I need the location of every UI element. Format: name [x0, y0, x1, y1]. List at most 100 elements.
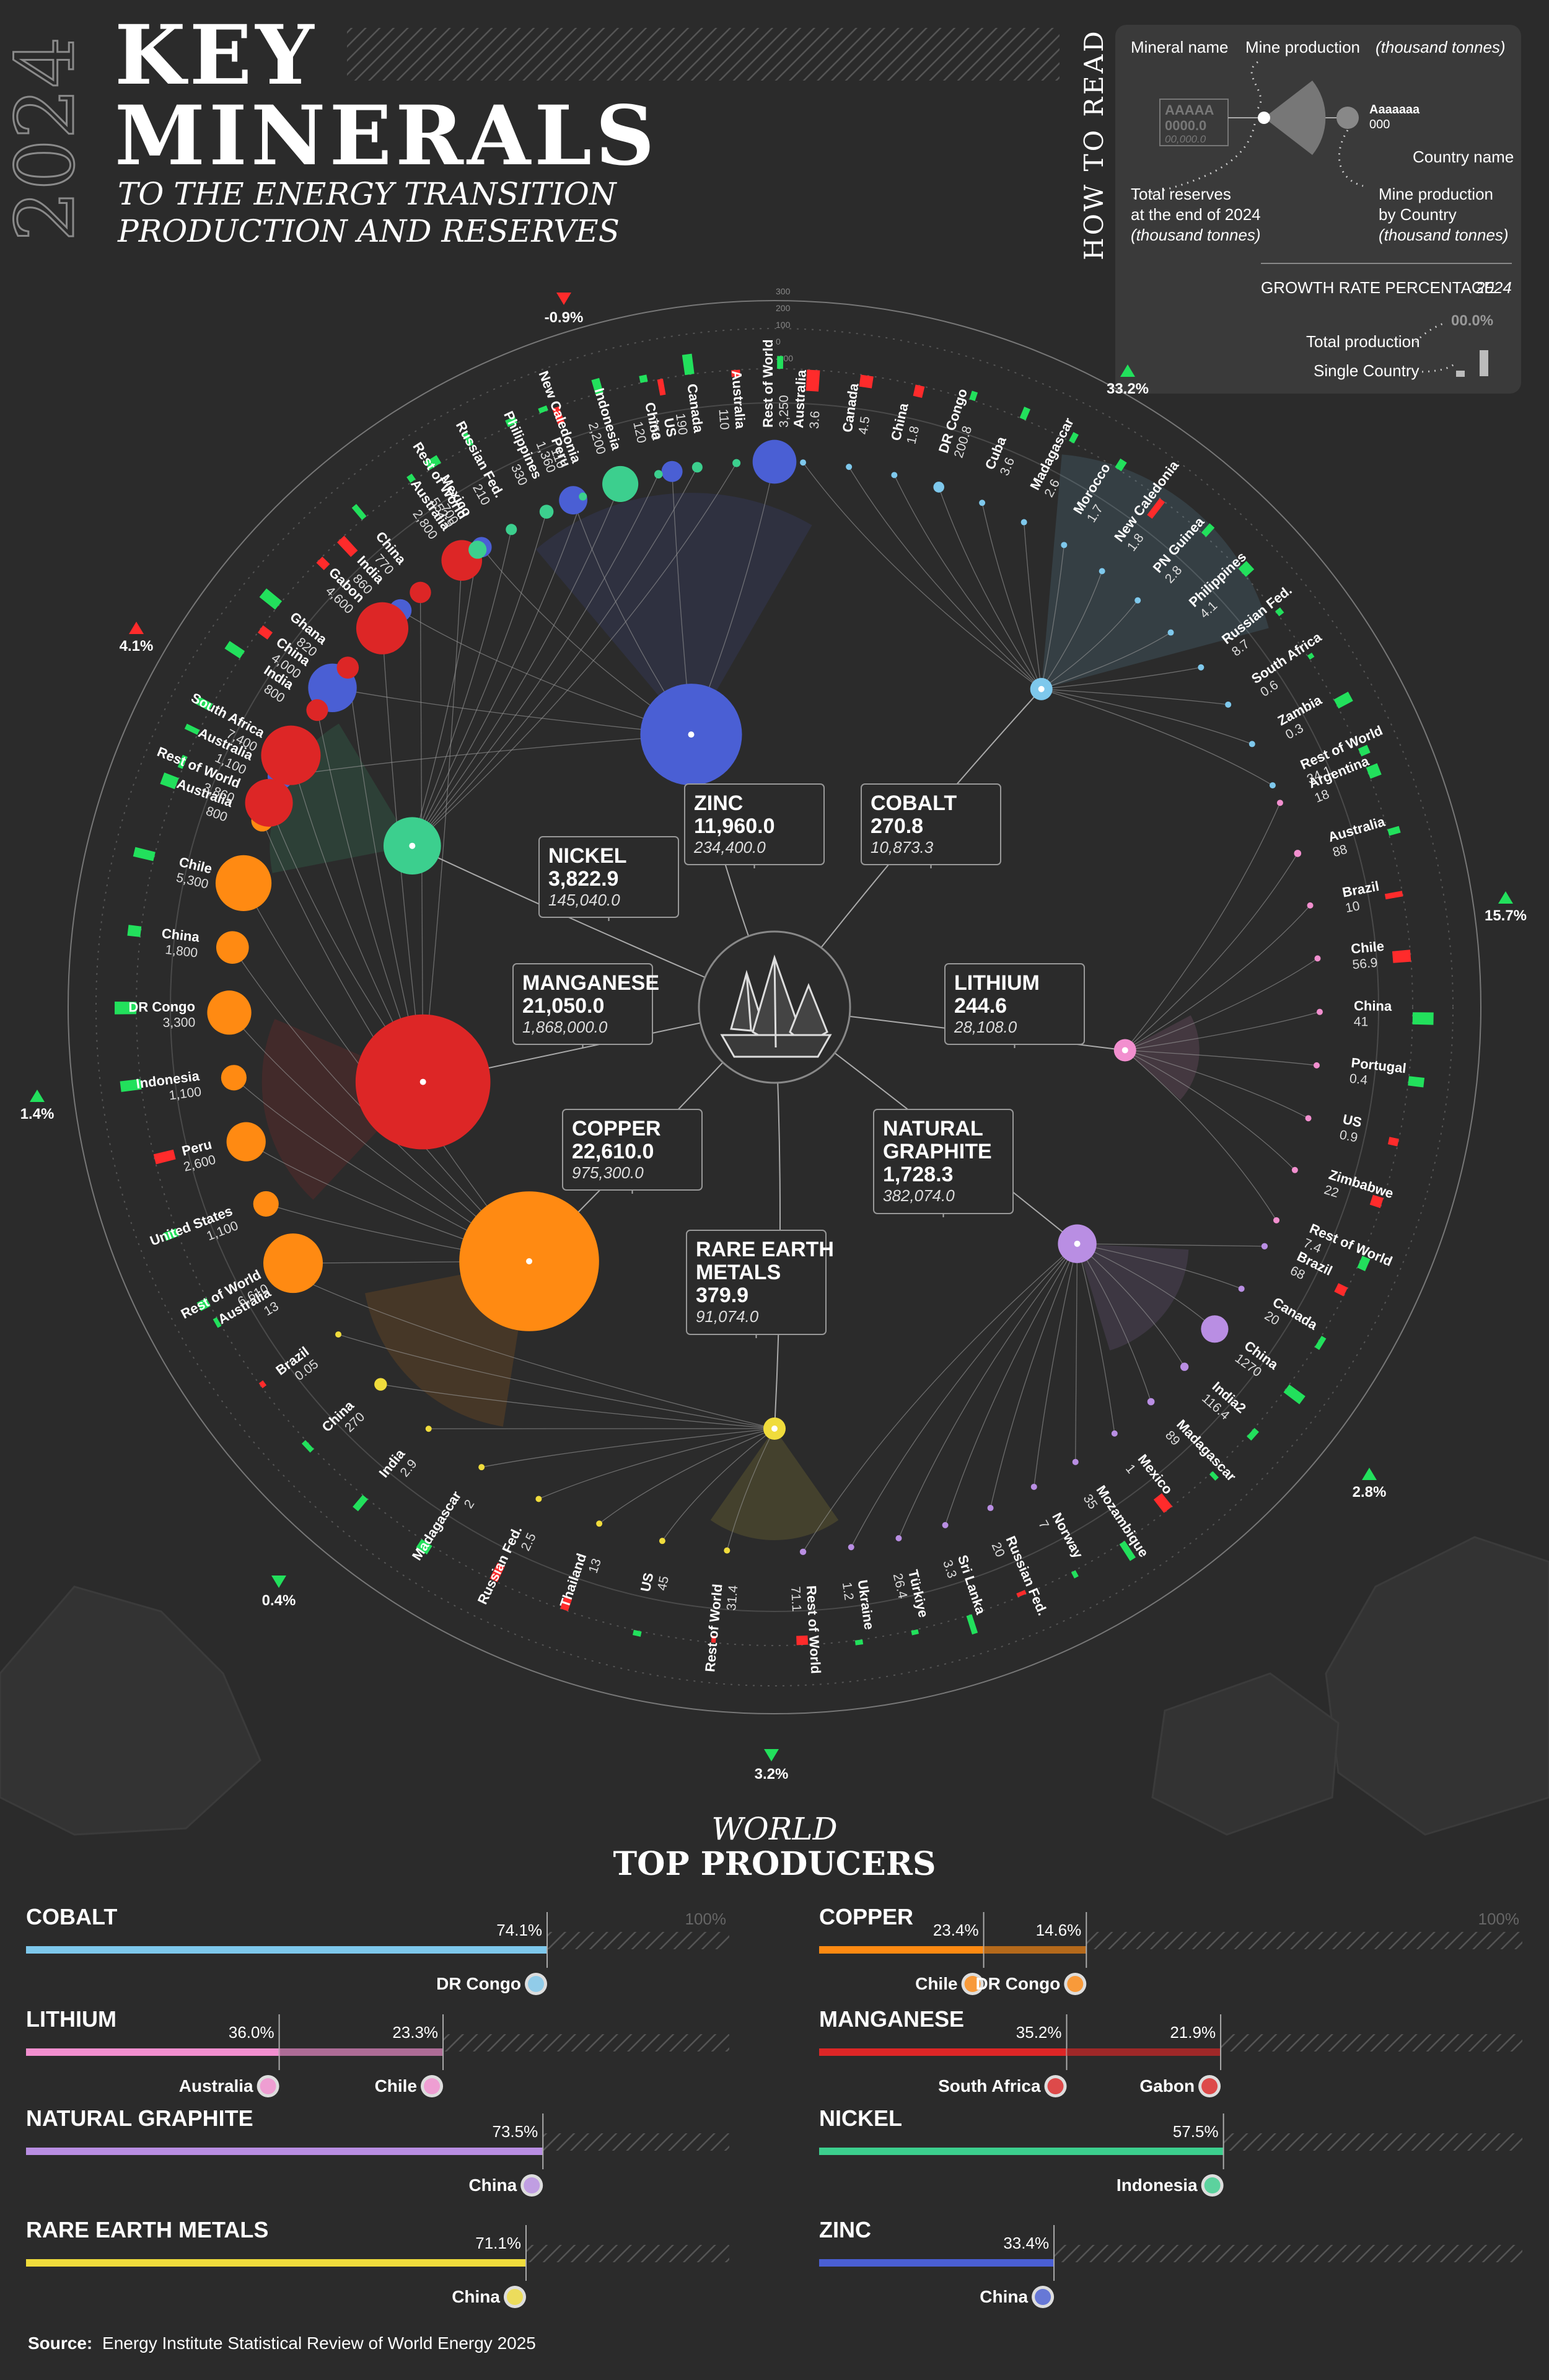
country-name-text: China [161, 925, 201, 945]
nickel-growth-bar [682, 353, 695, 376]
nickel-country-link [411, 511, 547, 846]
nickel-country-link [411, 483, 621, 847]
cobalt-country-circle [1099, 568, 1105, 575]
producer-mineral-name: NICKEL [819, 2105, 902, 2131]
manganese-country-circle [261, 725, 321, 785]
graphite-country-circle [1111, 1430, 1118, 1437]
legend-by-country-3: (thousand tonnes) [1379, 226, 1509, 244]
graphite-country-circle [1072, 1458, 1079, 1465]
nickel-country-link [411, 496, 584, 847]
producer-country-label: Australia [179, 2076, 253, 2096]
legend-growth-bar-sample [1480, 350, 1488, 376]
growth-zero-ring [136, 368, 1413, 1646]
legend-growth-bar-small [1456, 371, 1465, 377]
scale-tick-label: 0 [776, 337, 781, 346]
graphite-growth-total: 2.8% [1353, 1484, 1387, 1501]
cobalt-country-circle [891, 472, 898, 478]
country-name-text: China [1354, 998, 1392, 1014]
cobalt-country-link [1041, 667, 1201, 690]
manganese-sector [261, 1018, 423, 1200]
producer-mineral-name: LITHIUM [26, 2006, 116, 2032]
rare_earth-reserves-text: 91,074.0 [696, 1307, 759, 1326]
producer-country-label: South Africa [938, 2076, 1041, 2096]
cobalt-sector [1041, 454, 1269, 689]
producer-bar-segment [279, 2048, 444, 2056]
cobalt-country-link [848, 466, 1042, 690]
graphite-growth-arrow-icon [1362, 1468, 1377, 1480]
legend-total-production: Total production [1306, 332, 1420, 351]
country-name-text: Norway [1049, 1510, 1086, 1561]
rare_earth-country-link [380, 1383, 775, 1429]
manganese-country-circle [356, 602, 409, 654]
lithium-growth-bar [1392, 950, 1411, 963]
copper-growth-bar [153, 1149, 176, 1165]
lithium-sector [1125, 1015, 1200, 1100]
lithium-growth-bar [1408, 1076, 1425, 1088]
graphite-country-link [1077, 1243, 1152, 1402]
country-value-text: 41 [1354, 1015, 1369, 1029]
producers-heading-1: WORLD [711, 1811, 837, 1847]
legend-total-reserves-2: at the end of 2024 [1131, 205, 1261, 224]
graphite-growth-bar [1314, 1336, 1327, 1351]
nickel-country-circle [654, 470, 663, 478]
outer-ring [68, 300, 1481, 1714]
manganese-growth-total: 1.4% [20, 1106, 55, 1122]
copper-node-dot [526, 1258, 533, 1265]
cobalt-country-link [938, 487, 1042, 690]
lithium-country-circle [1276, 800, 1283, 806]
nickel-country-link [411, 467, 698, 847]
cobalt-country-circle [979, 500, 986, 506]
cobalt-country-circle [846, 464, 853, 470]
flag-chile-icon-inner [424, 2078, 441, 2094]
cobalt-growth-bar [913, 384, 925, 398]
graphite-country-circle [1261, 1243, 1268, 1250]
manganese-name-text: MANGANESE [522, 971, 659, 995]
producer-mineral-name: ZINC [819, 2217, 871, 2242]
rare_earth-label-box [686, 1230, 827, 1335]
country-value-text: 3.6 [807, 410, 822, 429]
producer-remaining-hatch [547, 1932, 729, 1949]
graphite-country-circle [1201, 1315, 1229, 1343]
flag-dr-congo-icon-inner [528, 1976, 545, 1992]
manganese-country-circle [410, 581, 431, 604]
zinc-sector [535, 493, 812, 735]
nickel-country-link [411, 529, 512, 846]
lithium-country-circle [1273, 1217, 1280, 1223]
nickel-growth-arrow-icon [129, 622, 144, 634]
graphite-country-link [1077, 1243, 1215, 1329]
graphite-node-dot [1074, 1240, 1081, 1247]
lithium-country-link [1125, 853, 1298, 1051]
rare_earth-country-link [599, 1428, 775, 1524]
nickel-growth-bar [505, 416, 518, 428]
lithium-country-link [1125, 1049, 1296, 1171]
nickel-country-circle [732, 459, 741, 467]
graphite-country-circle [848, 1544, 854, 1551]
how-to-read-heading: HOW TO READ [1079, 29, 1109, 260]
lithium-country-link [1125, 958, 1318, 1051]
source-label: Source: [28, 2334, 92, 2353]
nickel-production-text: 3,822.9 [548, 867, 618, 891]
producer-bar-segment [26, 2148, 543, 2155]
producer-row-zinc: ZINC 33.4% China [819, 2217, 1522, 2308]
legend-sample-reserve: 00,000.0 [1165, 133, 1206, 145]
zinc-country-link [400, 610, 691, 735]
legend-mine-production-unit: (thousand tonnes) [1376, 38, 1506, 56]
cobalt-growth-bar [1333, 691, 1353, 709]
lithium-country-label: US0.9 [1338, 1111, 1363, 1145]
year-label: 2024 [0, 37, 92, 242]
growth-bars [115, 353, 1434, 1646]
country-value-text: 0.4 [1349, 1072, 1369, 1088]
cobalt-growth-bar [1147, 498, 1165, 519]
graphite-growth-bar [1016, 1590, 1027, 1598]
cobalt-country-link [1041, 571, 1103, 690]
zinc-growth-bar [337, 536, 358, 557]
